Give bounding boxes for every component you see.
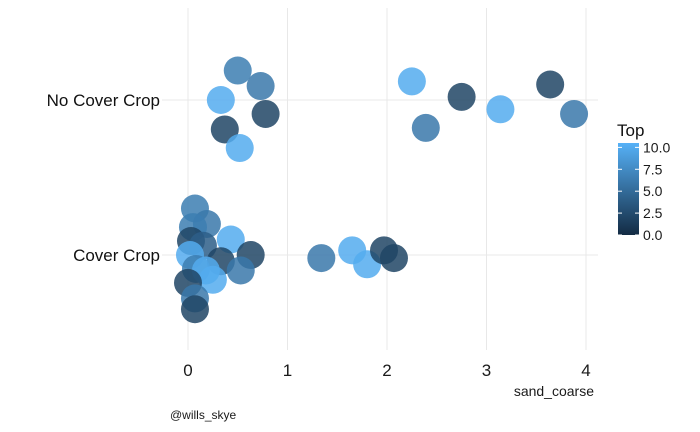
legend-tick-label: 5.0 <box>643 183 663 199</box>
data-point <box>180 295 209 324</box>
legend-tick-label: 10.0 <box>643 139 670 155</box>
data-point <box>379 244 408 273</box>
y-tick-label: No Cover Crop <box>47 91 160 110</box>
data-point <box>216 225 245 254</box>
x-axis-ticks: 0 1 2 3 4 <box>183 361 590 380</box>
x-tick-label: 4 <box>581 361 590 380</box>
data-point <box>210 115 239 144</box>
data-point <box>536 70 565 99</box>
data-point <box>251 99 280 128</box>
data-point <box>198 265 227 294</box>
data-point <box>560 99 589 128</box>
data-point <box>411 113 440 142</box>
data-point <box>225 134 254 163</box>
legend-ticks: 0.0 2.5 5.0 7.5 10.0 <box>618 139 670 243</box>
data-point <box>223 56 252 85</box>
legend-tick-label: 0.0 <box>643 227 663 243</box>
legend-tick-label: 7.5 <box>643 161 663 177</box>
x-axis-title: sand_coarse <box>514 383 594 399</box>
x-tick-label: 2 <box>382 361 391 380</box>
data-point <box>486 95 515 124</box>
data-point <box>447 82 476 111</box>
legend-title: Top <box>617 121 644 140</box>
y-tick-label: Cover Crop <box>73 246 160 265</box>
legend-tick-label: 2.5 <box>643 205 663 221</box>
data-point <box>206 86 235 114</box>
x-tick-label: 0 <box>183 361 192 380</box>
grid-lines <box>162 8 598 350</box>
data-point <box>307 244 336 273</box>
data-point <box>246 72 275 101</box>
y-axis-ticks: Cover Crop No Cover Crop <box>47 91 160 265</box>
legend-colorbar <box>618 143 639 235</box>
caption: @wills_skye <box>170 408 237 422</box>
data-points <box>174 56 589 324</box>
data-point <box>397 67 426 96</box>
x-tick-label: 1 <box>283 361 292 380</box>
data-point <box>226 256 255 285</box>
x-tick-label: 3 <box>482 361 491 380</box>
color-legend: Top 0.0 2.5 5.0 7.5 10.0 <box>617 121 670 243</box>
